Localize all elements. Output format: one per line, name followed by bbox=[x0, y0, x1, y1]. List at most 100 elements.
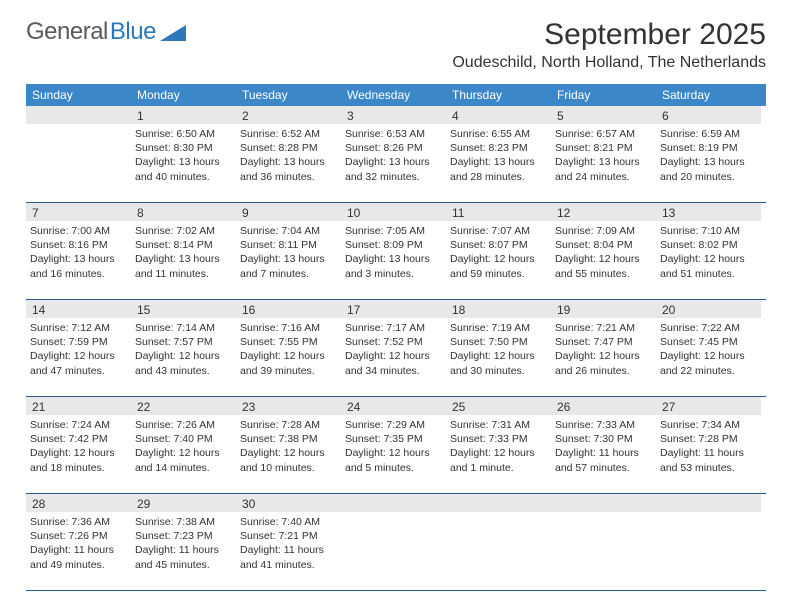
sunset-text: Sunset: 8:19 PM bbox=[660, 141, 757, 155]
sunrise-text: Sunrise: 7:14 AM bbox=[135, 321, 232, 335]
day-cell: Sunrise: 7:17 AMSunset: 7:52 PMDaylight:… bbox=[341, 318, 446, 396]
day-cell bbox=[26, 124, 131, 202]
sunset-text: Sunset: 8:28 PM bbox=[240, 141, 337, 155]
sunrise-text: Sunrise: 6:57 AM bbox=[555, 127, 652, 141]
sunrise-text: Sunrise: 7:40 AM bbox=[240, 515, 337, 529]
week-row: Sunrise: 7:36 AMSunset: 7:26 PMDaylight:… bbox=[26, 512, 766, 591]
day-cell: Sunrise: 7:34 AMSunset: 7:28 PMDaylight:… bbox=[656, 415, 761, 493]
day-number: 9 bbox=[236, 203, 341, 221]
sunset-text: Sunset: 7:30 PM bbox=[555, 432, 652, 446]
day-of-week-header: Sunday Monday Tuesday Wednesday Thursday… bbox=[26, 84, 766, 106]
daylight-text: Daylight: 13 hours and 28 minutes. bbox=[450, 155, 547, 183]
sunset-text: Sunset: 8:07 PM bbox=[450, 238, 547, 252]
day-number: 23 bbox=[236, 397, 341, 415]
sunrise-text: Sunrise: 7:17 AM bbox=[345, 321, 442, 335]
daylight-text: Daylight: 12 hours and 34 minutes. bbox=[345, 349, 442, 377]
day-cell: Sunrise: 7:31 AMSunset: 7:33 PMDaylight:… bbox=[446, 415, 551, 493]
sunrise-text: Sunrise: 7:12 AM bbox=[30, 321, 127, 335]
day-cell: Sunrise: 7:00 AMSunset: 8:16 PMDaylight:… bbox=[26, 221, 131, 299]
day-number: 20 bbox=[656, 300, 761, 318]
daylight-text: Daylight: 13 hours and 11 minutes. bbox=[135, 252, 232, 280]
day-number: 4 bbox=[446, 106, 551, 124]
sunset-text: Sunset: 7:52 PM bbox=[345, 335, 442, 349]
day-number bbox=[551, 494, 656, 512]
daylight-text: Daylight: 11 hours and 45 minutes. bbox=[135, 543, 232, 571]
week-row: Sunrise: 6:50 AMSunset: 8:30 PMDaylight:… bbox=[26, 124, 766, 203]
dow-monday: Monday bbox=[131, 84, 236, 106]
day-number: 22 bbox=[131, 397, 236, 415]
day-number-row: 21222324252627 bbox=[26, 397, 766, 415]
daylight-text: Daylight: 12 hours and 55 minutes. bbox=[555, 252, 652, 280]
sunset-text: Sunset: 8:11 PM bbox=[240, 238, 337, 252]
day-number: 2 bbox=[236, 106, 341, 124]
day-number: 6 bbox=[656, 106, 761, 124]
sunset-text: Sunset: 7:47 PM bbox=[555, 335, 652, 349]
sunset-text: Sunset: 7:35 PM bbox=[345, 432, 442, 446]
day-number: 7 bbox=[26, 203, 131, 221]
day-number: 14 bbox=[26, 300, 131, 318]
daylight-text: Daylight: 11 hours and 49 minutes. bbox=[30, 543, 127, 571]
daylight-text: Daylight: 12 hours and 18 minutes. bbox=[30, 446, 127, 474]
sunrise-text: Sunrise: 7:09 AM bbox=[555, 224, 652, 238]
day-number bbox=[26, 106, 131, 124]
day-cell: Sunrise: 7:16 AMSunset: 7:55 PMDaylight:… bbox=[236, 318, 341, 396]
day-number: 18 bbox=[446, 300, 551, 318]
month-title: September 2025 bbox=[452, 18, 766, 52]
logo-text-blue: Blue bbox=[110, 18, 156, 46]
day-number: 15 bbox=[131, 300, 236, 318]
daylight-text: Daylight: 12 hours and 51 minutes. bbox=[660, 252, 757, 280]
day-number: 5 bbox=[551, 106, 656, 124]
sunrise-text: Sunrise: 7:07 AM bbox=[450, 224, 547, 238]
sunset-text: Sunset: 7:23 PM bbox=[135, 529, 232, 543]
sunrise-text: Sunrise: 7:34 AM bbox=[660, 418, 757, 432]
daylight-text: Daylight: 13 hours and 20 minutes. bbox=[660, 155, 757, 183]
sunset-text: Sunset: 7:40 PM bbox=[135, 432, 232, 446]
sunset-text: Sunset: 8:04 PM bbox=[555, 238, 652, 252]
day-number-row: 282930 bbox=[26, 494, 766, 512]
calendar-grid: Sunday Monday Tuesday Wednesday Thursday… bbox=[26, 84, 766, 591]
location-text: Oudeschild, North Holland, The Netherlan… bbox=[452, 54, 766, 72]
day-cell: Sunrise: 7:38 AMSunset: 7:23 PMDaylight:… bbox=[131, 512, 236, 590]
sunrise-text: Sunrise: 7:19 AM bbox=[450, 321, 547, 335]
dow-tuesday: Tuesday bbox=[236, 84, 341, 106]
day-cell: Sunrise: 7:10 AMSunset: 8:02 PMDaylight:… bbox=[656, 221, 761, 299]
sunset-text: Sunset: 8:26 PM bbox=[345, 141, 442, 155]
sunset-text: Sunset: 8:21 PM bbox=[555, 141, 652, 155]
sunset-text: Sunset: 7:28 PM bbox=[660, 432, 757, 446]
day-cell bbox=[551, 512, 656, 590]
daylight-text: Daylight: 13 hours and 32 minutes. bbox=[345, 155, 442, 183]
sunset-text: Sunset: 7:45 PM bbox=[660, 335, 757, 349]
daylight-text: Daylight: 12 hours and 43 minutes. bbox=[135, 349, 232, 377]
day-cell: Sunrise: 7:12 AMSunset: 7:59 PMDaylight:… bbox=[26, 318, 131, 396]
week-row: Sunrise: 7:00 AMSunset: 8:16 PMDaylight:… bbox=[26, 221, 766, 300]
sunrise-text: Sunrise: 7:02 AM bbox=[135, 224, 232, 238]
day-number: 8 bbox=[131, 203, 236, 221]
day-cell: Sunrise: 7:29 AMSunset: 7:35 PMDaylight:… bbox=[341, 415, 446, 493]
day-cell: Sunrise: 7:14 AMSunset: 7:57 PMDaylight:… bbox=[131, 318, 236, 396]
day-number: 3 bbox=[341, 106, 446, 124]
day-cell: Sunrise: 7:04 AMSunset: 8:11 PMDaylight:… bbox=[236, 221, 341, 299]
day-cell: Sunrise: 6:59 AMSunset: 8:19 PMDaylight:… bbox=[656, 124, 761, 202]
day-number: 27 bbox=[656, 397, 761, 415]
sunrise-text: Sunrise: 7:33 AM bbox=[555, 418, 652, 432]
week-row: Sunrise: 7:24 AMSunset: 7:42 PMDaylight:… bbox=[26, 415, 766, 494]
sunset-text: Sunset: 7:42 PM bbox=[30, 432, 127, 446]
sunrise-text: Sunrise: 6:55 AM bbox=[450, 127, 547, 141]
sunset-text: Sunset: 7:59 PM bbox=[30, 335, 127, 349]
day-cell: Sunrise: 7:21 AMSunset: 7:47 PMDaylight:… bbox=[551, 318, 656, 396]
day-number: 26 bbox=[551, 397, 656, 415]
daylight-text: Daylight: 12 hours and 39 minutes. bbox=[240, 349, 337, 377]
day-cell: Sunrise: 7:09 AMSunset: 8:04 PMDaylight:… bbox=[551, 221, 656, 299]
day-number: 25 bbox=[446, 397, 551, 415]
sunrise-text: Sunrise: 7:00 AM bbox=[30, 224, 127, 238]
day-cell: Sunrise: 7:05 AMSunset: 8:09 PMDaylight:… bbox=[341, 221, 446, 299]
day-number bbox=[656, 494, 761, 512]
day-number: 16 bbox=[236, 300, 341, 318]
daylight-text: Daylight: 13 hours and 16 minutes. bbox=[30, 252, 127, 280]
sunrise-text: Sunrise: 7:21 AM bbox=[555, 321, 652, 335]
day-number: 30 bbox=[236, 494, 341, 512]
sunrise-text: Sunrise: 7:24 AM bbox=[30, 418, 127, 432]
day-number-row: 14151617181920 bbox=[26, 300, 766, 318]
day-cell: Sunrise: 7:36 AMSunset: 7:26 PMDaylight:… bbox=[26, 512, 131, 590]
header: GeneralBlue September 2025 Oudeschild, N… bbox=[26, 18, 766, 72]
